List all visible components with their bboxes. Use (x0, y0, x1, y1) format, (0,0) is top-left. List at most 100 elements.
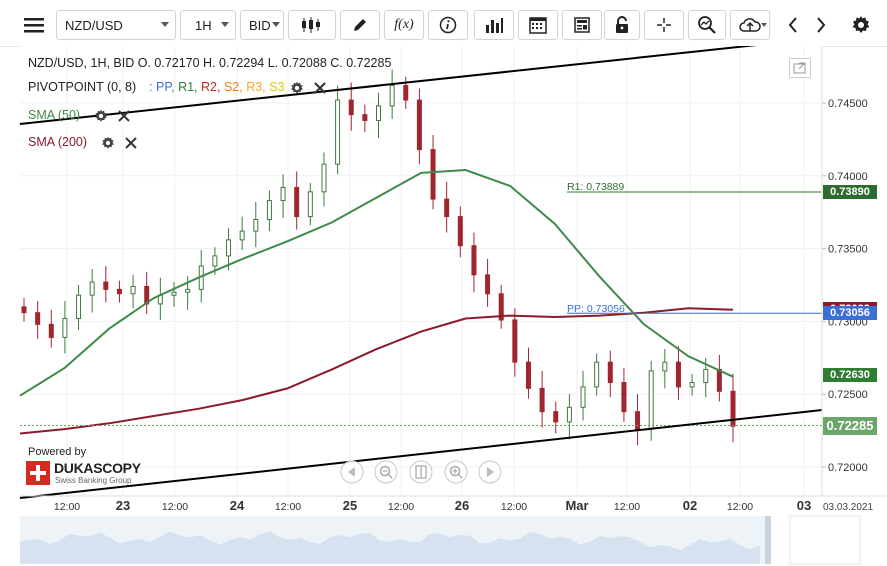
nav-button-circle (374, 460, 398, 484)
document-icon (574, 17, 590, 33)
popout-button[interactable] (789, 58, 811, 78)
candle-body (730, 390, 736, 427)
price-tag: 0.72285 (823, 416, 877, 435)
time-axis-label: 03 (797, 498, 811, 513)
candle-body (239, 230, 245, 241)
candle-body (294, 186, 300, 218)
navigator[interactable] (20, 460, 861, 565)
candles (21, 69, 736, 446)
crosshair-button[interactable] (644, 10, 684, 40)
gear-icon[interactable] (290, 81, 304, 95)
channel-bottom-line[interactable] (19, 409, 823, 499)
draw-tools-button[interactable] (340, 10, 380, 40)
symbol-select[interactable]: NZD/USD (56, 10, 176, 40)
scroll-right-button[interactable] (808, 10, 834, 40)
candle-body (307, 191, 313, 218)
pencil-icon (354, 19, 366, 31)
gear-icon[interactable] (94, 109, 108, 123)
lock-icon (616, 16, 628, 33)
chevron-right-icon (817, 17, 826, 33)
candle-body (185, 288, 191, 293)
candle-body (539, 387, 545, 413)
chart-type-button[interactable] (288, 10, 336, 40)
nav-reset-button[interactable] (409, 460, 433, 484)
info-button[interactable] (428, 10, 468, 40)
volume-button[interactable] (474, 10, 514, 40)
close-icon[interactable] (313, 81, 327, 95)
candle-body (457, 216, 463, 247)
candle-body (703, 368, 709, 384)
gear-icon[interactable] (101, 136, 115, 150)
candle-body (35, 312, 41, 325)
candle-body (580, 386, 586, 408)
magnifier-handle (457, 473, 463, 479)
time-axis-label: Mar (565, 498, 588, 513)
nav-next-button[interactable] (478, 460, 502, 484)
zoom-button[interactable] (688, 10, 726, 40)
powered-by-label: Powered by (28, 446, 87, 458)
menu-button[interactable] (14, 10, 54, 40)
price-side-select[interactable]: BID (240, 10, 284, 40)
function-icon: f(x) (394, 17, 414, 32)
price-side-value: BID (249, 17, 271, 33)
fit-icon (415, 465, 427, 479)
candle-body (89, 281, 95, 296)
sma200-label: SMA (200) (28, 135, 88, 149)
candle-body (389, 85, 395, 107)
time-axis-label: 12:00 (162, 501, 188, 513)
time-axis-label: 12:00 (727, 501, 753, 513)
price-chart[interactable]: 0.745000.740000.735000.730000.725000.720… (0, 46, 887, 566)
calendar-button[interactable] (518, 10, 558, 40)
nav-zoom-out-button[interactable] (374, 460, 398, 484)
price-axis-label: 0.73500 (828, 244, 868, 256)
candle-body (253, 218, 259, 232)
time-axis-label: 12:00 (275, 501, 301, 513)
chevron-down-icon (761, 23, 767, 27)
lock-button[interactable] (604, 10, 640, 40)
candle-body (103, 281, 109, 290)
indicators-button[interactable]: f(x) (384, 10, 424, 40)
candle-body (430, 149, 436, 200)
pivot-legend: PIVOTPOINT (0, 8) : PP, R1, R2, S2, R3, … (28, 80, 327, 95)
candle-body (716, 368, 722, 392)
candle-body (675, 361, 681, 388)
upload-button[interactable] (730, 10, 770, 40)
pp-level-label: PP: 0.73056 (567, 303, 625, 315)
scroll-left-button[interactable] (780, 10, 806, 40)
pivot-name: PIVOTPOINT (0, 8) (28, 80, 137, 94)
candle-body (48, 323, 54, 338)
candle-body (648, 370, 654, 430)
pivot-level-s3: S3 (269, 80, 285, 94)
ohlc-legend: NZD/USD, 1H, BID O. 0.72170 H. 0.72294 L… (28, 56, 392, 70)
close-icon[interactable] (124, 136, 138, 150)
channel-top-line[interactable] (19, 46, 822, 125)
hamburger-icon (24, 18, 44, 33)
candle-body (116, 288, 122, 295)
news-button[interactable] (562, 10, 602, 40)
symbol-value: NZD/USD (65, 17, 123, 33)
r1-level-label: R1: 0.73889 (567, 181, 625, 193)
end-date-label: 03.03.2021 (823, 502, 873, 513)
price-axis-label: 0.74000 (828, 171, 868, 183)
nav-zoom-in-button[interactable] (444, 460, 468, 484)
candle-body (621, 382, 627, 413)
chevron-left-icon (788, 17, 797, 33)
candle-body (226, 239, 232, 257)
candle-body (416, 99, 422, 151)
zoom-in-icon (449, 465, 461, 477)
close-icon[interactable] (117, 109, 131, 123)
time-axis-label: 12:00 (388, 501, 414, 513)
timeframe-select[interactable]: 1H (180, 10, 236, 40)
pivot-level-r3: R3, (246, 80, 266, 94)
candle-body (471, 245, 477, 276)
bar-chart-icon (486, 18, 503, 33)
sma200-line (19, 307, 734, 435)
chart-area[interactable]: 0.74500 0.74000 0.73500 0.73000 0.72500 0.720… (0, 46, 887, 566)
candle-body (348, 99, 354, 116)
zoom-chart-icon (698, 16, 716, 34)
candle-body (21, 306, 27, 314)
nav-prev-button[interactable] (340, 460, 364, 484)
candlestick-icon (302, 17, 320, 33)
settings-button[interactable] (846, 10, 876, 40)
time-axis-label: 02 (683, 498, 697, 513)
